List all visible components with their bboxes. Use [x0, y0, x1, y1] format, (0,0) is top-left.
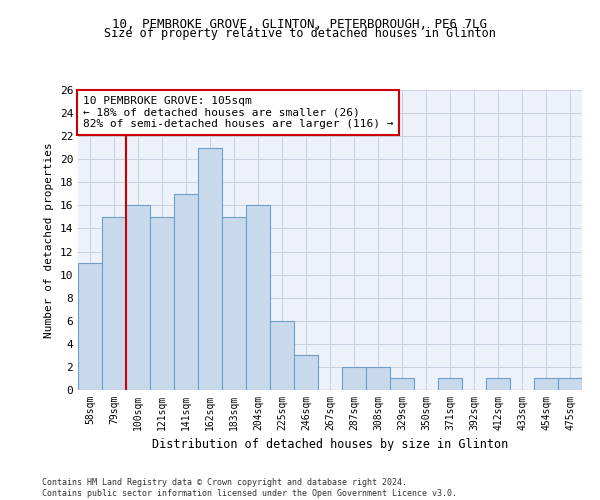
Bar — [270, 321, 294, 390]
Bar — [174, 194, 198, 390]
Text: Contains HM Land Registry data © Crown copyright and database right 2024.
Contai: Contains HM Land Registry data © Crown c… — [42, 478, 457, 498]
Bar — [534, 378, 558, 390]
Bar — [222, 217, 246, 390]
Bar — [198, 148, 222, 390]
Bar — [102, 217, 126, 390]
Text: 10 PEMBROKE GROVE: 105sqm
← 18% of detached houses are smaller (26)
82% of semi-: 10 PEMBROKE GROVE: 105sqm ← 18% of detac… — [83, 96, 394, 129]
Y-axis label: Number of detached properties: Number of detached properties — [44, 142, 54, 338]
Bar — [438, 378, 462, 390]
Text: 10, PEMBROKE GROVE, GLINTON, PETERBOROUGH, PE6 7LG: 10, PEMBROKE GROVE, GLINTON, PETERBOROUG… — [113, 18, 487, 30]
Bar — [150, 217, 174, 390]
Bar — [126, 206, 150, 390]
Bar — [78, 263, 102, 390]
Bar — [342, 367, 366, 390]
Bar — [246, 206, 270, 390]
Bar — [486, 378, 510, 390]
Bar — [390, 378, 414, 390]
Bar — [294, 356, 318, 390]
Bar — [366, 367, 390, 390]
X-axis label: Distribution of detached houses by size in Glinton: Distribution of detached houses by size … — [152, 438, 508, 452]
Text: Size of property relative to detached houses in Glinton: Size of property relative to detached ho… — [104, 28, 496, 40]
Bar — [558, 378, 582, 390]
